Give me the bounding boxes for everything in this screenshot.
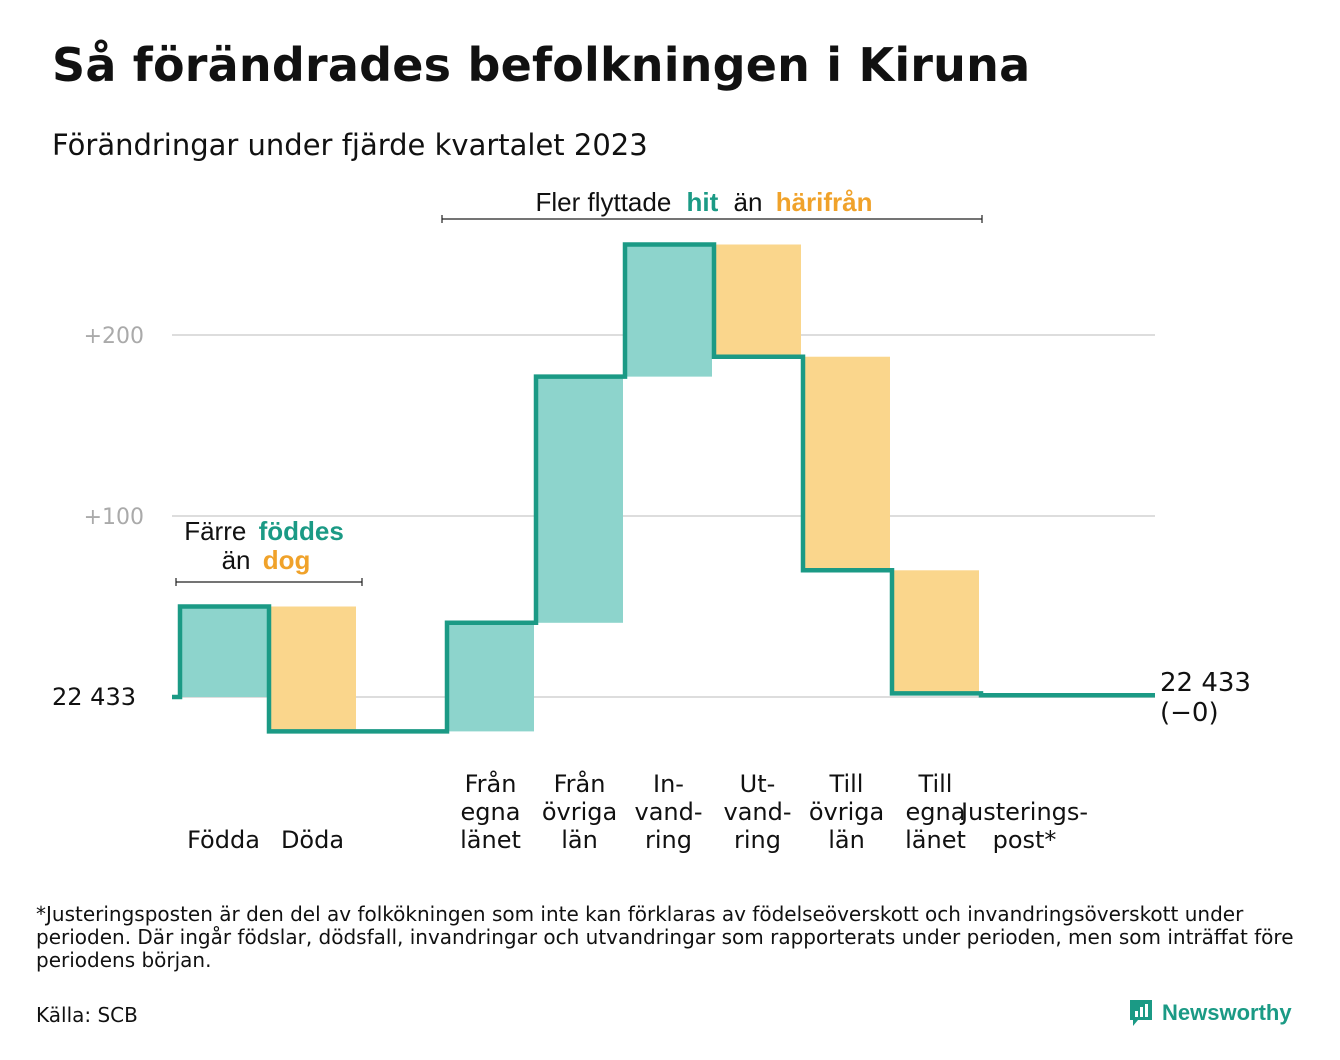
category-label: Justerings- xyxy=(959,798,1088,826)
births-annotation-prefix: Färre xyxy=(184,516,246,546)
migration-bracket xyxy=(441,215,983,223)
footnote: *Justeringsposten är den del av folkökni… xyxy=(36,902,1294,972)
births-annotation-orange: dog xyxy=(263,545,311,575)
migration-annotation-mid: än xyxy=(734,187,763,217)
category-label: post* xyxy=(993,826,1057,854)
inflow-bar xyxy=(180,606,267,697)
outflow-bar xyxy=(892,570,979,694)
category-label: vand- xyxy=(634,798,702,826)
migration-annotation-orange: härifrån xyxy=(776,187,873,217)
brand-logo: Newsworthy xyxy=(1128,998,1292,1028)
category-label: Till xyxy=(829,770,864,798)
category-label: län xyxy=(561,826,598,854)
newsworthy-logo-icon xyxy=(1130,1000,1152,1026)
running-total-path xyxy=(172,242,1155,734)
category-label: Födda xyxy=(187,826,260,854)
y-tick-label: +200 xyxy=(84,324,144,349)
category-label: Från xyxy=(465,769,517,798)
category-label: Döda xyxy=(281,826,344,854)
category-label: Ut- xyxy=(740,770,776,798)
end-change-label: (−0) xyxy=(1160,698,1219,728)
inflow-bar xyxy=(536,376,623,623)
category-label: egna xyxy=(461,798,521,826)
migration-annotation: Fler flyttade hit än härifrån xyxy=(441,187,983,223)
brand-name: Newsworthy xyxy=(1162,1000,1292,1025)
category-label: länet xyxy=(460,826,521,854)
end-value-label: 22 433 xyxy=(1160,668,1251,698)
y-tick-label: +100 xyxy=(84,505,144,530)
category-label: ring xyxy=(734,826,781,854)
bars xyxy=(180,244,979,732)
category-label: övriga xyxy=(809,798,884,826)
births-annotation-green: föddes xyxy=(259,516,344,546)
chart-subtitle: Förändringar under fjärde kvartalet 2023 xyxy=(52,128,648,162)
category-label: Till xyxy=(918,770,953,798)
baseline-label: 22 433 xyxy=(52,683,136,711)
category-label: ring xyxy=(645,826,692,854)
svg-text:än dog: än dog xyxy=(222,545,311,575)
source-label: Källa: SCB xyxy=(36,1003,138,1027)
category-label: länet xyxy=(905,826,966,854)
chart-title: Så förändrades befolkningen i Kiruna xyxy=(52,38,1031,92)
category-label: Från xyxy=(554,769,606,798)
births-annotation: Färre föddes än dog xyxy=(175,516,363,586)
outflow-bar xyxy=(269,606,356,732)
outflow-bar xyxy=(714,244,801,357)
category-label: län xyxy=(828,826,865,854)
svg-text:Fler flyttade hit: Fler flyttade hit än härifrån xyxy=(535,187,872,217)
running-total-line xyxy=(172,242,1155,734)
inflow-bar xyxy=(447,622,534,732)
migration-annotation-prefix: Fler flyttade xyxy=(535,187,671,217)
category-label: vand- xyxy=(723,798,791,826)
births-bracket xyxy=(175,578,363,586)
births-annotation-line2: än xyxy=(222,545,251,575)
category-label: egna xyxy=(906,798,966,826)
outflow-bar xyxy=(803,356,890,571)
category-label: In- xyxy=(653,770,684,798)
migration-annotation-green: hit xyxy=(687,187,719,217)
svg-text:Färre föddes: Färre föddes xyxy=(184,516,344,546)
inflow-bar xyxy=(625,244,712,377)
category-label: övriga xyxy=(542,798,617,826)
